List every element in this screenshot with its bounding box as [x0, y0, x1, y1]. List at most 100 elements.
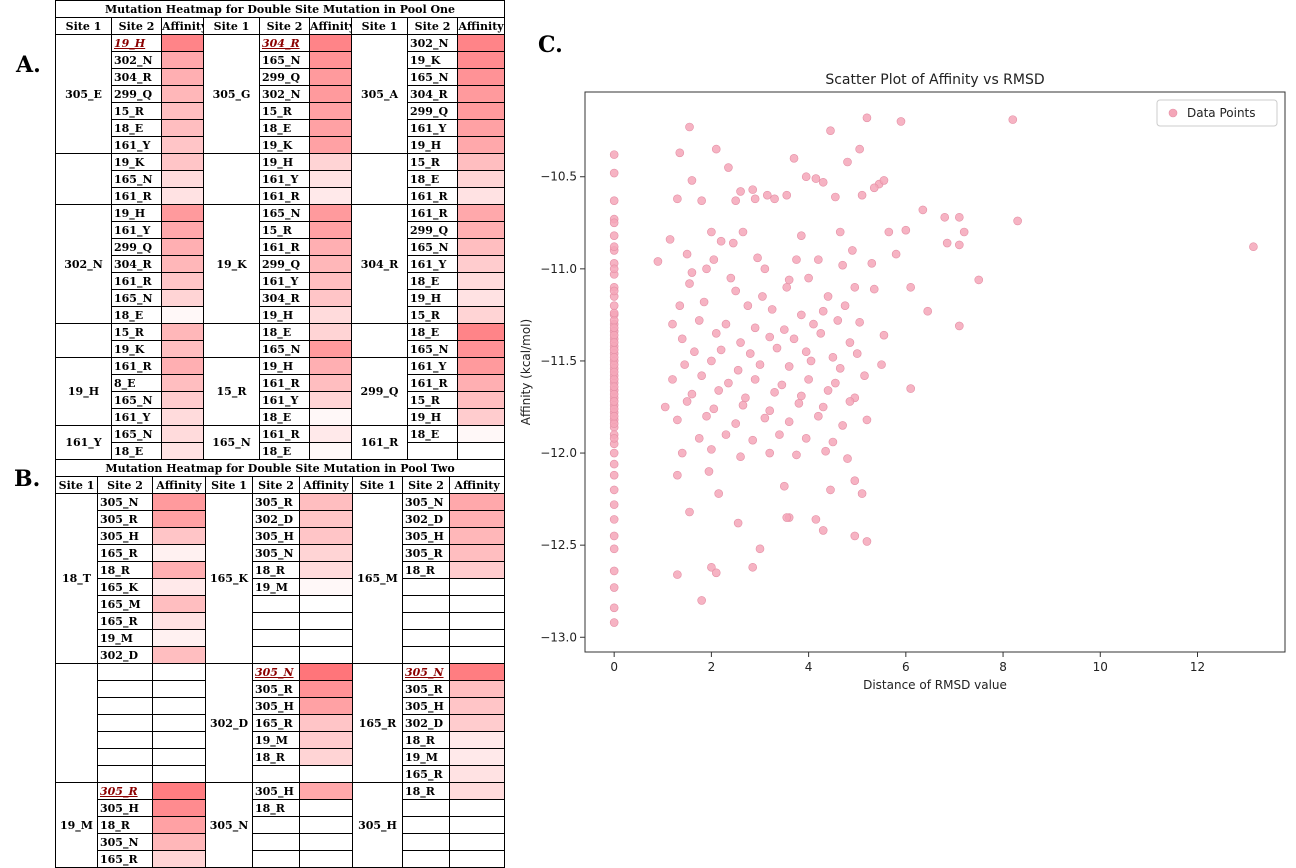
- site1-cell: 19_M: [55, 782, 98, 868]
- affinity-cell: [161, 136, 204, 154]
- data-point: [711, 568, 721, 578]
- data-point: [731, 419, 740, 428]
- site2-cell: 305_H: [97, 527, 153, 545]
- data-point: [828, 352, 838, 362]
- site2-cell: 19_H: [259, 306, 310, 324]
- site2-cell: 299_Q: [259, 68, 310, 86]
- data-point: [835, 227, 845, 237]
- data-point: [721, 430, 731, 439]
- data-point: [792, 255, 801, 264]
- data-point: [804, 375, 813, 384]
- data-point: [721, 319, 731, 329]
- empty-cell: [97, 714, 153, 732]
- site2-cell: 161_Y: [407, 119, 458, 137]
- site1-cell: 302_N: [55, 204, 112, 324]
- data-point: [687, 176, 697, 185]
- data-point: [770, 387, 779, 397]
- data-point: [959, 227, 969, 237]
- affinity-cell: [456, 272, 506, 290]
- column-header: Site 1: [351, 17, 408, 35]
- site2-cell: 305_N: [97, 493, 153, 511]
- site2-cell: 18_E: [111, 306, 162, 324]
- site2-cell: 18_R: [402, 782, 450, 800]
- empty-cell: [448, 850, 506, 868]
- data-point: [867, 259, 877, 268]
- data-point: [660, 402, 670, 412]
- data-point: [609, 389, 619, 399]
- site2-cell: 18_E: [259, 119, 310, 137]
- data-point: [896, 117, 906, 126]
- affinity-cell: [299, 527, 353, 545]
- affinity-cell: [161, 442, 204, 460]
- site2-cell: 305_H: [252, 697, 300, 715]
- site2-cell: 15_R: [407, 306, 458, 324]
- data-point: [797, 310, 806, 320]
- data-point: [850, 282, 860, 292]
- site1-cell: 304_R: [351, 204, 408, 324]
- column-header: Affinity: [448, 476, 506, 494]
- site2-cell: 165_R: [252, 714, 300, 732]
- column-header: Site 2: [402, 476, 450, 494]
- affinity-cell: [152, 782, 206, 800]
- affinity-cell: [456, 255, 506, 273]
- data-point: [782, 190, 792, 200]
- column-header: Affinity: [161, 17, 204, 35]
- site2-cell: 165_N: [407, 340, 458, 358]
- affinity-cell: [152, 544, 206, 562]
- data-point: [609, 360, 619, 369]
- empty-cell: [299, 833, 353, 851]
- empty-cell: [448, 595, 506, 613]
- data-point: [906, 384, 915, 393]
- site2-cell: 18_E: [259, 323, 310, 341]
- site2-cell: 305_H: [402, 697, 450, 715]
- data-point: [687, 268, 697, 277]
- site2-cell: 165_N: [407, 238, 458, 256]
- affinity-cell: [448, 731, 506, 749]
- site1-cell: 15_R: [203, 357, 260, 426]
- data-point: [704, 467, 714, 476]
- affinity-cell: [152, 578, 206, 596]
- empty-cell: [152, 731, 206, 749]
- affinity-cell: [448, 527, 506, 545]
- data-point: [818, 402, 828, 412]
- x-tick-label: 10: [1093, 660, 1108, 674]
- site2-cell: 304_R: [111, 68, 162, 86]
- data-point: [940, 212, 950, 222]
- data-point: [677, 334, 687, 344]
- site2-cell: 19_H: [407, 136, 458, 154]
- site2-cell: 299_Q: [111, 238, 162, 256]
- data-point: [780, 481, 789, 491]
- site2-cell: 302_D: [97, 646, 153, 664]
- affinity-cell: [309, 170, 352, 188]
- data-point: [609, 286, 619, 296]
- site2-cell: 305_R: [402, 680, 450, 698]
- data-point: [826, 126, 835, 135]
- site2-cell: 305_R: [97, 782, 153, 800]
- site2-cell: 19_H: [259, 357, 310, 375]
- site1-cell: 305_N: [205, 782, 253, 868]
- site2-cell: 19_M: [252, 731, 300, 749]
- site2-cell: 161_Y: [111, 408, 162, 426]
- empty-cell: [448, 646, 506, 664]
- affinity-cell: [309, 442, 352, 460]
- affinity-cell: [299, 714, 353, 732]
- data-point: [801, 172, 811, 182]
- empty-cell: [299, 850, 353, 868]
- y-tick-label: −12.5: [540, 538, 577, 552]
- affinity-cell: [448, 765, 506, 783]
- empty-cell: [448, 833, 506, 851]
- data-point: [707, 227, 716, 237]
- data-point: [818, 177, 828, 187]
- site2-cell: 305_N: [97, 833, 153, 851]
- data-point: [814, 411, 823, 421]
- site2-cell: 304_R: [259, 34, 310, 52]
- column-header: Site 2: [111, 17, 162, 35]
- empty-cell: [299, 646, 353, 664]
- data-point: [823, 292, 833, 301]
- affinity-cell: [152, 612, 206, 630]
- data-point: [942, 238, 952, 248]
- affinity-cell: [309, 68, 352, 86]
- column-header: Site 2: [252, 476, 300, 494]
- legend-box: [1156, 99, 1278, 127]
- affinity-cell: [456, 238, 506, 256]
